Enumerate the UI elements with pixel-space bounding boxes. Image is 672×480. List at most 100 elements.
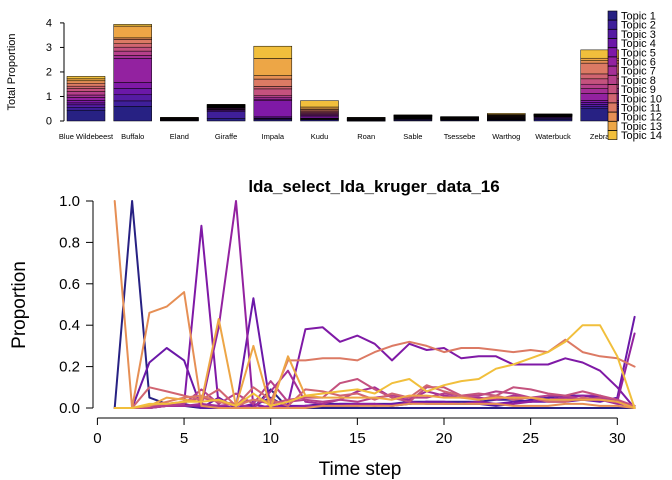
- line-x-tick-label: 5: [180, 430, 188, 447]
- bar-category-label: Blue Wildebeest: [59, 132, 114, 141]
- bar-segment: [66, 76, 106, 80]
- line-chart-x-axis-label: Time step: [319, 459, 402, 480]
- bar-segment: [533, 119, 573, 122]
- bar-segment: [253, 58, 293, 76]
- bar-segment: [66, 82, 106, 87]
- bar-chart-ticks: 0 1 2 3 4 Blue Wildebeest Buffalo Eland Giraffe I…: [46, 17, 610, 141]
- legend-swatch: [607, 47, 618, 58]
- legend-item: Topic 14: [607, 130, 662, 142]
- bar-segment: [206, 111, 246, 119]
- bar-y-tick-label: 2: [46, 66, 52, 78]
- line-x-tick-label: 30: [609, 430, 626, 447]
- bar-stack-zebra: [580, 49, 619, 122]
- legend-swatch: [607, 121, 618, 131]
- bar-category-label: Impala: [262, 132, 285, 141]
- bar-segment: [66, 102, 106, 106]
- bar-segment: [113, 43, 152, 48]
- legend-swatch: [607, 75, 618, 85]
- bar-category-label: Sable: [403, 132, 422, 141]
- bar-segment: [113, 55, 152, 59]
- legend-label: Topic 14: [621, 130, 662, 142]
- bar-stack-blue-wildebeest: [66, 76, 106, 122]
- bar-stack-waterbuck: [533, 113, 573, 122]
- bar-y-tick-label: 0: [46, 116, 52, 128]
- stacked-bar-chart: 0 1 2 3 4 Blue Wildebeest Buffalo Eland Giraffe I…: [6, 17, 619, 141]
- bar-segment: [113, 25, 152, 39]
- bar-chart-bars: [66, 24, 619, 122]
- legend-item: Topic 13: [607, 121, 662, 133]
- bar-category-label: Zebra: [590, 132, 610, 141]
- bar-segment: [113, 82, 152, 89]
- bar-y-tick-label: 1: [46, 91, 52, 103]
- bar-segment: [206, 118, 246, 122]
- legend-item: Topic 9: [607, 84, 656, 96]
- legend-swatch: [607, 56, 618, 67]
- bar-segment: [66, 80, 106, 84]
- bar-y-tick-label: 3: [46, 42, 52, 54]
- line-y-tick-label: 1.0: [59, 193, 80, 210]
- bar-stack-sable: [393, 114, 433, 122]
- line-y-tick-label: 0.8: [59, 234, 80, 251]
- line-series-topic-6: [113, 200, 636, 409]
- bar-category-label: Warthog: [492, 132, 520, 141]
- bar-segment: [113, 50, 152, 56]
- bar-category-label: Giraffe: [215, 132, 237, 141]
- bar-category-label: Waterbuck: [535, 132, 571, 141]
- line-series-topic-5: [113, 224, 636, 409]
- bar-segment: [580, 49, 619, 59]
- line-chart-y-axis-label: Proportion: [9, 261, 30, 349]
- bar-stack-impala: [253, 45, 293, 122]
- bar-stack-kudu: [300, 100, 339, 122]
- bar-segment: [66, 104, 106, 108]
- bar-segment: [113, 88, 152, 96]
- legend-swatch: [607, 65, 618, 76]
- line-x-tick-label: 15: [349, 430, 366, 447]
- line-series-topic-1: [113, 200, 636, 409]
- legend-swatch: [607, 93, 618, 104]
- bar-segment: [113, 46, 152, 52]
- legend-label: Topic 4: [621, 38, 656, 50]
- bar-category-label: Eland: [170, 132, 189, 141]
- line-y-tick-label: 0.0: [59, 400, 80, 417]
- bar-segment: [66, 109, 106, 122]
- line-y-tick-label: 0.4: [59, 317, 80, 334]
- legend-label: Topic 1: [621, 11, 656, 23]
- bar-segment: [253, 45, 293, 59]
- legend-swatch: [607, 130, 618, 140]
- legend-swatch: [607, 19, 618, 30]
- legend-label: Topic 3: [621, 29, 656, 41]
- bar-segment: [300, 100, 339, 108]
- line-x-tick-label: 25: [522, 430, 539, 447]
- legend-item: Topic 3: [607, 29, 656, 41]
- legend-label: Topic 2: [621, 20, 656, 32]
- bar-segment: [113, 39, 152, 44]
- bar-stack-giraffe: [206, 104, 246, 122]
- bar-segment: [300, 115, 339, 119]
- line-series-topic-12: [113, 200, 636, 409]
- bar-segment: [253, 88, 293, 96]
- legend-label: Topic 7: [621, 66, 656, 78]
- bar-segment: [253, 86, 293, 90]
- line-chart-series: [113, 200, 636, 409]
- bar-segment: [66, 94, 106, 98]
- bar-category-label: Kudu: [311, 132, 329, 141]
- legend-label: Topic 11: [621, 103, 661, 115]
- line-chart: lda_select_lda_kruger_data_16 0 5 10 15 20 25…: [9, 177, 636, 480]
- line-y-tick-label: 0.6: [59, 276, 80, 293]
- bar-segment: [66, 91, 106, 96]
- bar-segment: [113, 94, 152, 102]
- bar-category-label: Roan: [357, 132, 375, 141]
- bar-segment: [113, 24, 152, 27]
- bar-category-label: Buffalo: [121, 132, 144, 141]
- bar-segment: [300, 106, 339, 110]
- legend-swatch: [607, 102, 618, 113]
- bar-segment: [113, 100, 152, 107]
- bar-stack-roan: [346, 117, 386, 122]
- bar-segment: [66, 107, 106, 111]
- legend-label: Topic 13: [621, 121, 662, 133]
- bar-segment: [253, 75, 293, 80]
- legend-label: Topic 9: [621, 84, 656, 96]
- legend-label: Topic 6: [621, 57, 656, 69]
- bar-segment: [253, 100, 293, 118]
